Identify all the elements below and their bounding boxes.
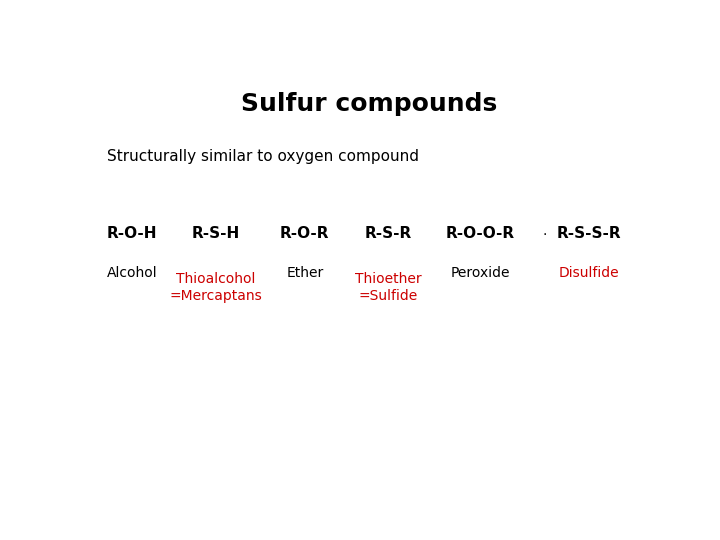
Text: R-O-H: R-O-H <box>107 226 157 241</box>
Text: Thioether
=Sulfide: Thioether =Sulfide <box>355 272 422 303</box>
Text: R-O-R: R-O-R <box>280 226 330 241</box>
Text: Structurally similar to oxygen compound: Structurally similar to oxygen compound <box>107 149 419 164</box>
Text: Peroxide: Peroxide <box>451 266 510 280</box>
Text: R-S-S-R: R-S-S-R <box>557 226 622 241</box>
Text: Alcohol: Alcohol <box>107 266 157 280</box>
Text: Thioalcohol
=Mercaptans: Thioalcohol =Mercaptans <box>169 272 262 303</box>
Text: Sulfur compounds: Sulfur compounds <box>241 92 497 116</box>
Text: R-O-O-R: R-O-O-R <box>446 226 516 241</box>
Text: .: . <box>543 224 547 238</box>
Text: Ether: Ether <box>287 266 323 280</box>
Text: R-S-R: R-S-R <box>365 226 412 241</box>
Text: Disulfide: Disulfide <box>559 266 620 280</box>
Text: R-S-H: R-S-H <box>192 226 240 241</box>
